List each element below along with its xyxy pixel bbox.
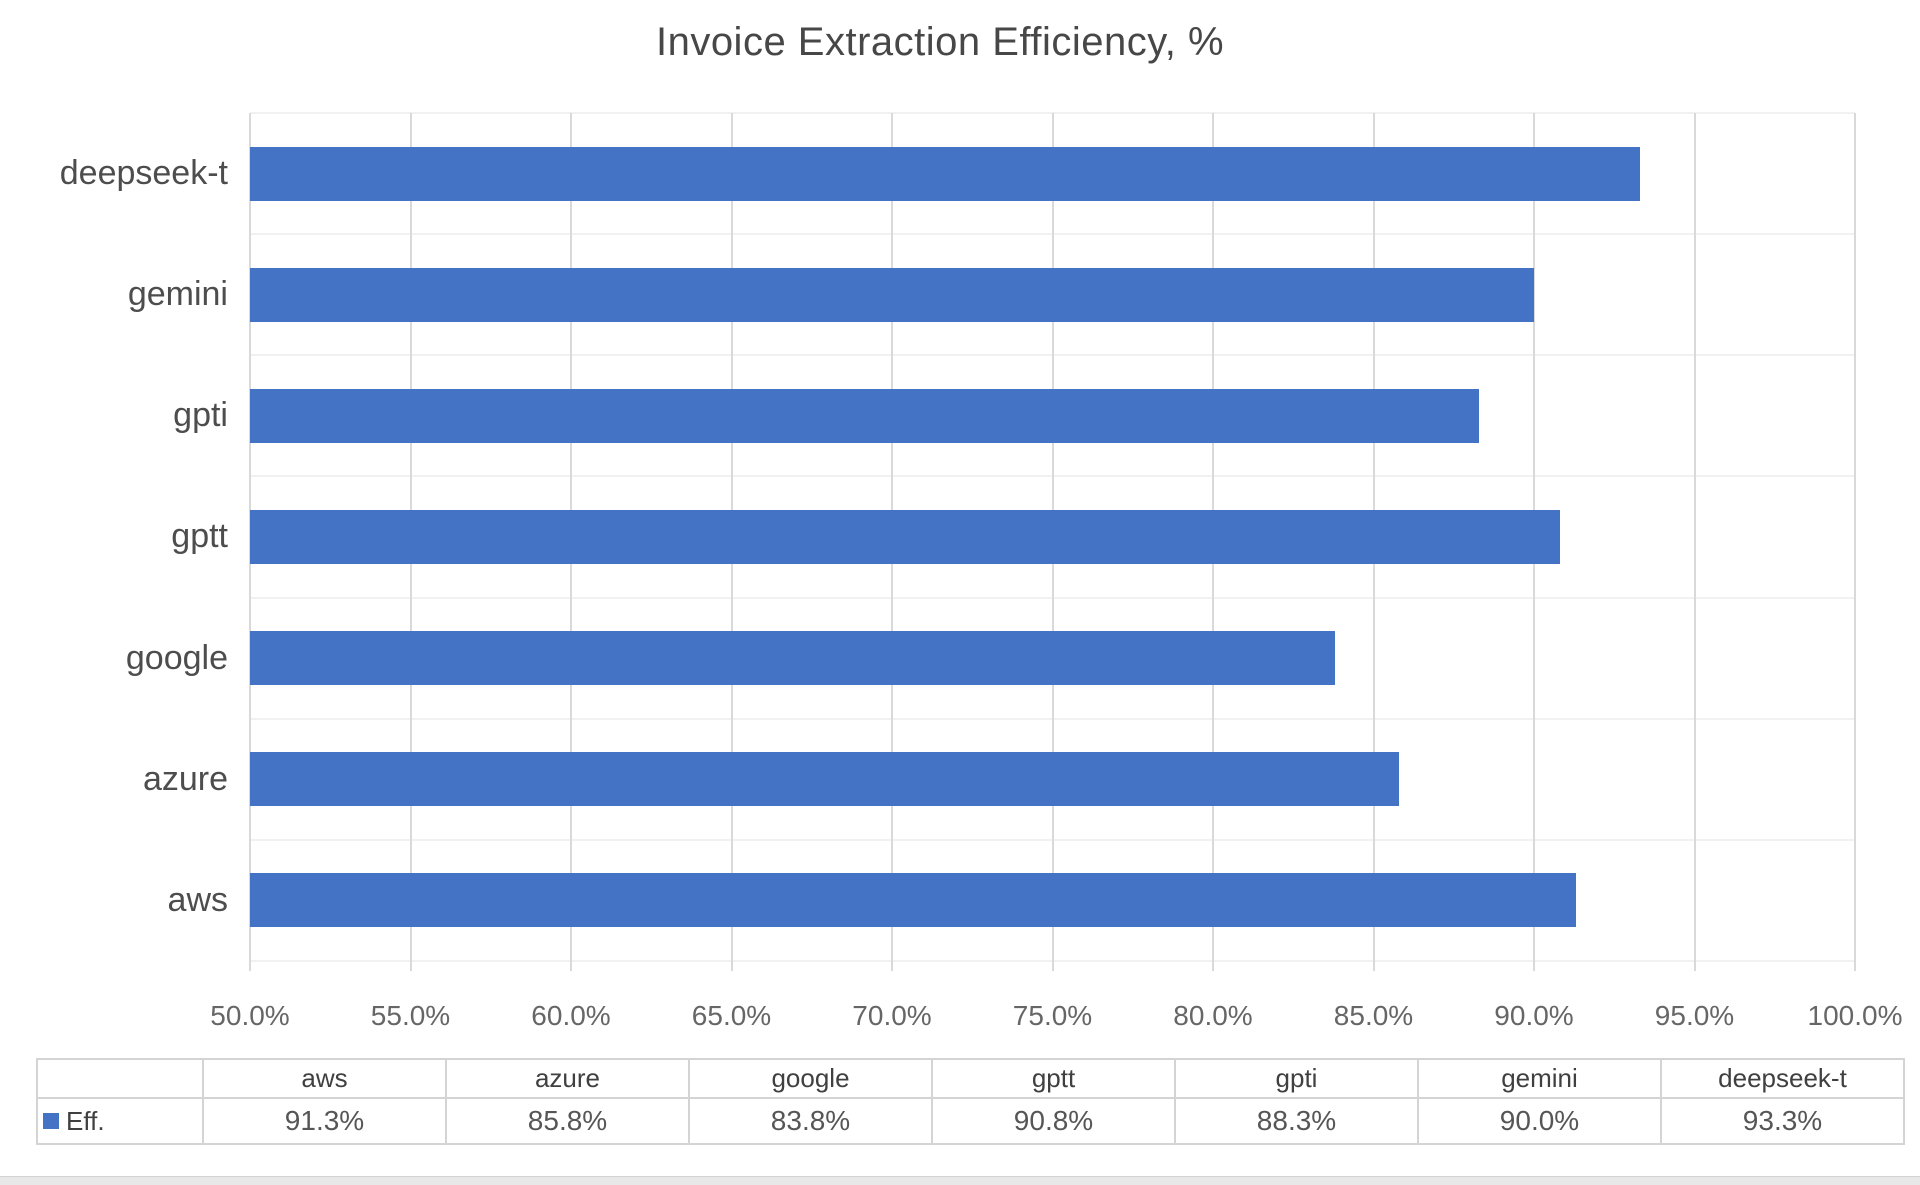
bottom-window-strip <box>0 1176 1920 1185</box>
bar-gemini <box>250 267 1534 322</box>
table-header-cell-azure: azure <box>445 1058 690 1099</box>
table-value-cell-google: 83.8% <box>688 1097 933 1145</box>
category-label-deepseek-t: deepseek-t <box>59 154 228 192</box>
table-value-cell-aws: 91.3% <box>202 1097 447 1145</box>
x-tick-label: 90.0% <box>1494 1000 1574 1031</box>
bar-azure <box>250 752 1400 807</box>
legend-series-label: Eff. <box>66 1105 105 1136</box>
table-value-cell-gptt: 90.8% <box>931 1097 1176 1145</box>
category-label-gptt: gptt <box>171 517 228 556</box>
chart-data-table: aws azure google gptt gpti gemini deepseek-t Ef… <box>36 1058 1905 1145</box>
x-tick-label: 65.0% <box>691 1000 772 1031</box>
major-gridline <box>1693 113 1696 971</box>
table-value-cell-deepseek-t: 93.3% <box>1660 1097 1905 1145</box>
x-tick-label: 60.0% <box>531 1000 611 1031</box>
bar-google <box>250 631 1335 686</box>
bar-aws <box>250 873 1576 928</box>
table-header-cell-gptt: gptt <box>931 1058 1176 1099</box>
table-value-cell-gpti: 88.3% <box>1174 1097 1419 1145</box>
category-label-google: google <box>125 638 228 677</box>
table-header-cell-gpti: gpti <box>1174 1058 1419 1099</box>
category-label-gpti: gpti <box>173 396 228 435</box>
table-header-cell-deepseek-t: deepseek-t <box>1660 1058 1905 1099</box>
table-header-cell-google: google <box>688 1058 933 1099</box>
category-label-azure: azure <box>142 759 228 798</box>
bar-gpti <box>250 388 1480 443</box>
table-value-cell-azure: 85.8% <box>445 1097 690 1145</box>
x-tick-label: 80.0% <box>1173 1000 1253 1031</box>
x-tick-label: 95.0% <box>1654 1000 1735 1031</box>
x-tick-label: 70.0% <box>852 1000 932 1031</box>
chart-title: Invoice Extraction Efficiency, % <box>655 20 1225 64</box>
major-gridline <box>1854 113 1856 971</box>
category-label-gemini: gemini <box>127 275 228 314</box>
x-tick-label: 100.0% <box>1807 1000 1903 1031</box>
category-label-aws: aws <box>167 880 228 919</box>
x-tick-label: 50.0% <box>210 1000 290 1031</box>
table-blank-corner-cell <box>36 1058 204 1099</box>
x-tick-label: 85.0% <box>1333 1000 1414 1031</box>
table-header-cell-gemini: gemini <box>1417 1058 1662 1099</box>
bar-gptt <box>250 510 1560 564</box>
x-tick-label: 75.0% <box>1012 1000 1093 1031</box>
x-tick-label: 55.0% <box>370 1000 451 1031</box>
table-value-cell-gemini: 90.0% <box>1417 1097 1662 1145</box>
legend-series-swatch-icon <box>43 1113 59 1129</box>
plot-area <box>249 112 1856 971</box>
legend-cell: Eff. <box>36 1097 204 1145</box>
table-header-cell-aws: aws <box>202 1058 447 1099</box>
bar-deepseek-t <box>250 146 1640 201</box>
